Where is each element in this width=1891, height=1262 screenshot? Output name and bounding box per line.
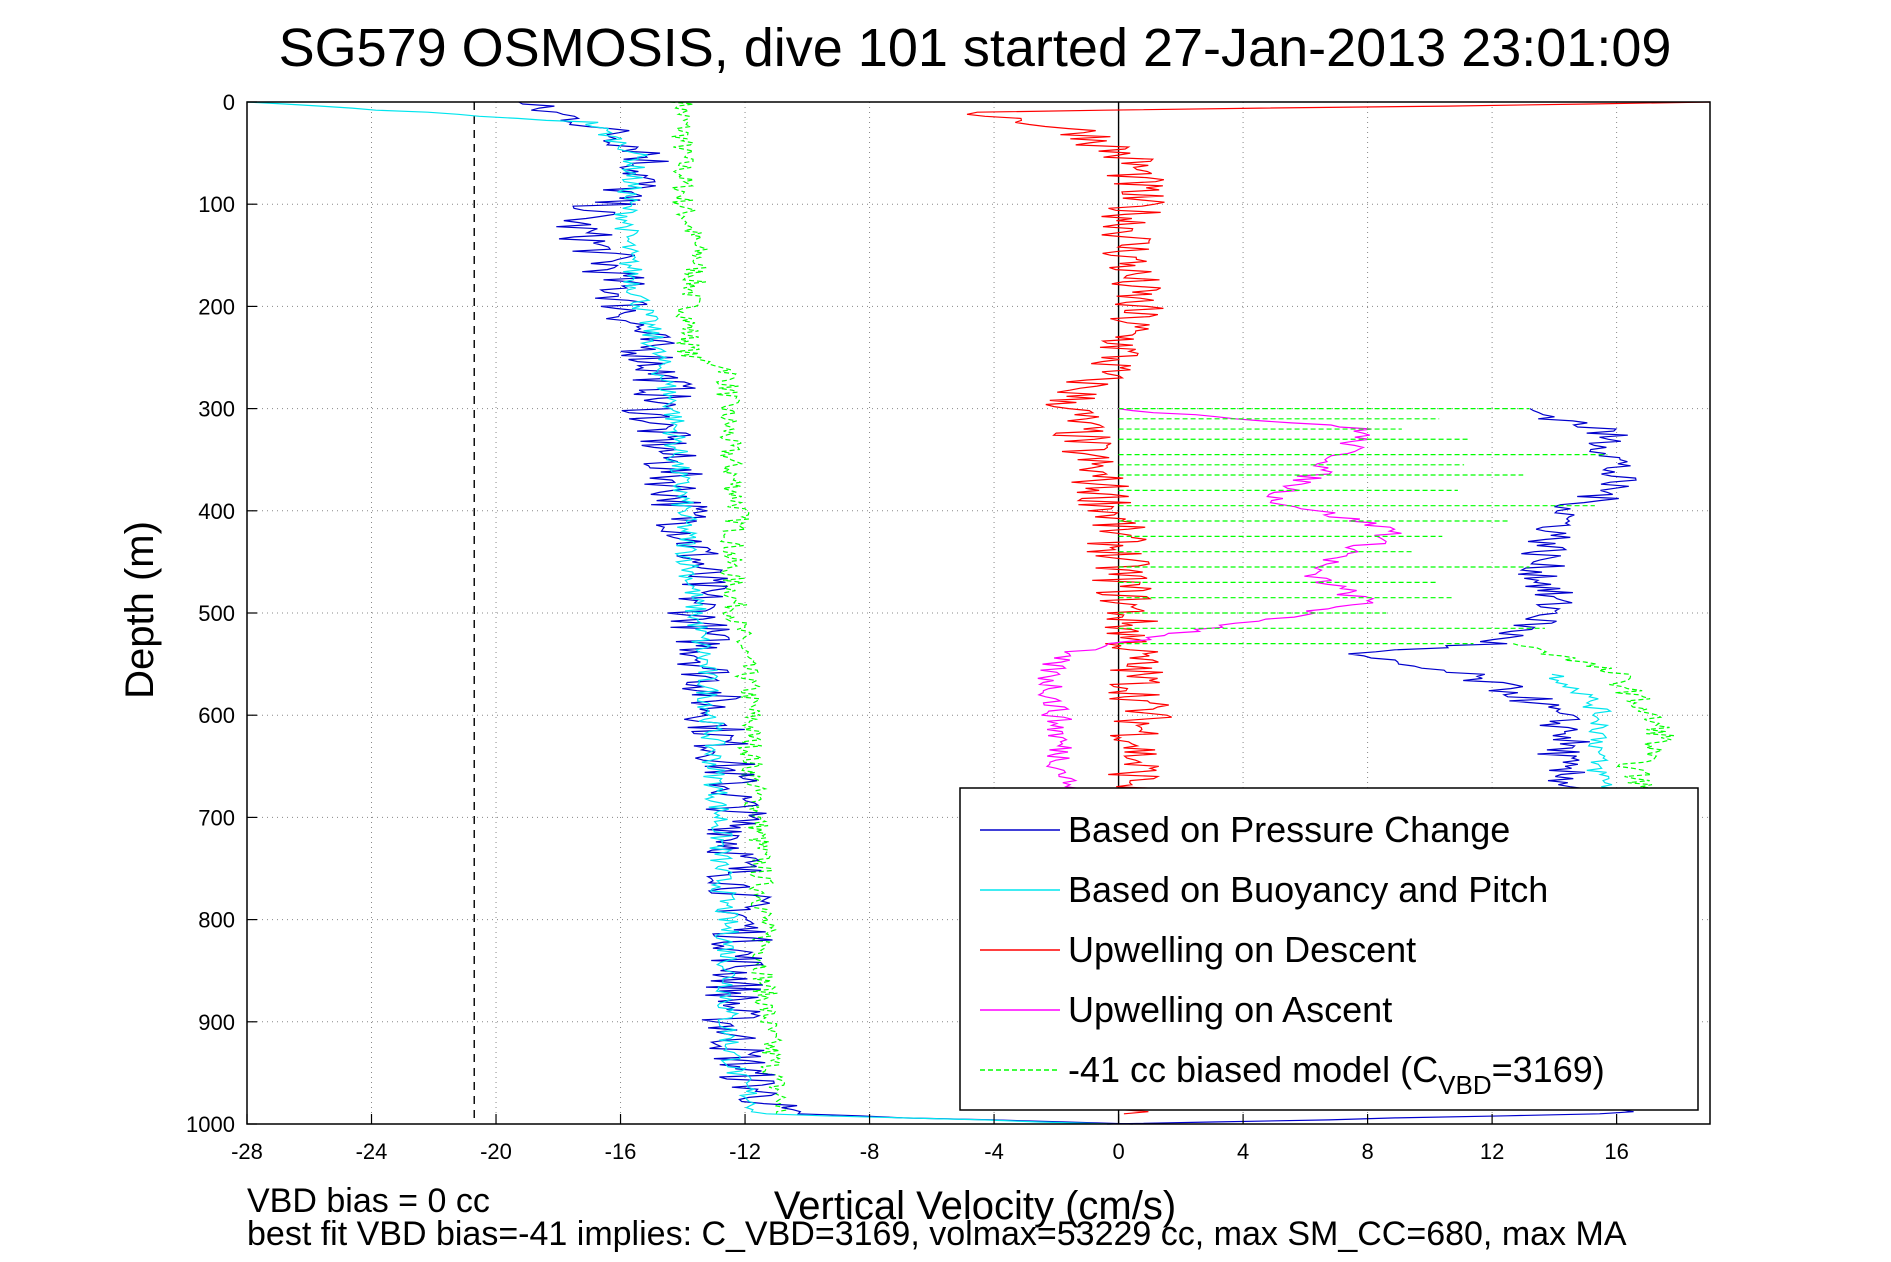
y-axis-label: Depth (m) (118, 521, 162, 699)
x-tick-label: 4 (1237, 1139, 1249, 1164)
legend-label: Based on Pressure Change (1068, 809, 1510, 850)
y-tick-label: 500 (198, 601, 235, 626)
x-tick-label: -12 (729, 1139, 761, 1164)
series-line (670, 101, 790, 1114)
x-tick-label: -4 (984, 1139, 1004, 1164)
y-tick-label: 300 (198, 397, 235, 422)
x-tick-label: 12 (1480, 1139, 1504, 1164)
y-tick-label: 400 (198, 499, 235, 524)
series-line (1037, 408, 1402, 798)
y-tick-label: 900 (198, 1010, 235, 1035)
footer-vbd-bias: VBD bias = 0 cc (247, 1182, 490, 1220)
x-tick-label: 16 (1604, 1139, 1628, 1164)
footer-best-fit: best fit VBD bias=-41 implies: C_VBD=316… (247, 1215, 1627, 1253)
y-axis: 0 100 200 300 400 500 600 700 800 900 1000 (186, 90, 257, 1137)
y-tick-label: 700 (198, 805, 235, 830)
x-tick-label: -28 (231, 1139, 263, 1164)
y-tick-label: 0 (223, 90, 235, 115)
y-tick-label: 1000 (186, 1112, 235, 1137)
x-tick-label: -24 (356, 1139, 388, 1164)
y-tick-label: 600 (198, 703, 235, 728)
legend-label: -41 cc biased model (CVBD=3169) (1068, 1049, 1605, 1100)
x-tick-label: 0 (1112, 1139, 1124, 1164)
x-tick-label: -16 (605, 1139, 637, 1164)
y-tick-label: 200 (198, 294, 235, 319)
series-line (518, 101, 1133, 1125)
chart-title: SG579 OSMOSIS, dive 101 started 27-Jan-2… (279, 18, 1672, 78)
x-tick-label: -20 (480, 1139, 512, 1164)
x-tick-label: -8 (860, 1139, 880, 1164)
y-tick-label: 100 (198, 192, 235, 217)
x-axis-label: Vertical Velocity (cm/s) (774, 1184, 1176, 1228)
legend-label: Upwelling on Descent (1068, 929, 1416, 970)
ascent-line-buoyancy (1548, 673, 1625, 798)
x-axis: -28 -24 -20 -16 -12 -8 -4 0 4 8 12 16 (231, 1114, 1629, 1164)
legend-box (959, 787, 1699, 1111)
legend-label: Upwelling on Ascent (1068, 989, 1392, 1030)
y-tick-label: 800 (198, 908, 235, 933)
ascent-line-model (1513, 643, 1674, 798)
legend-label: Based on Buoyancy and Pitch (1068, 869, 1548, 910)
legend: Based on Pressure Change Based on Buoyanc… (959, 787, 1699, 1111)
series-line (247, 101, 1111, 1125)
x-tick-label: 8 (1361, 1139, 1373, 1164)
